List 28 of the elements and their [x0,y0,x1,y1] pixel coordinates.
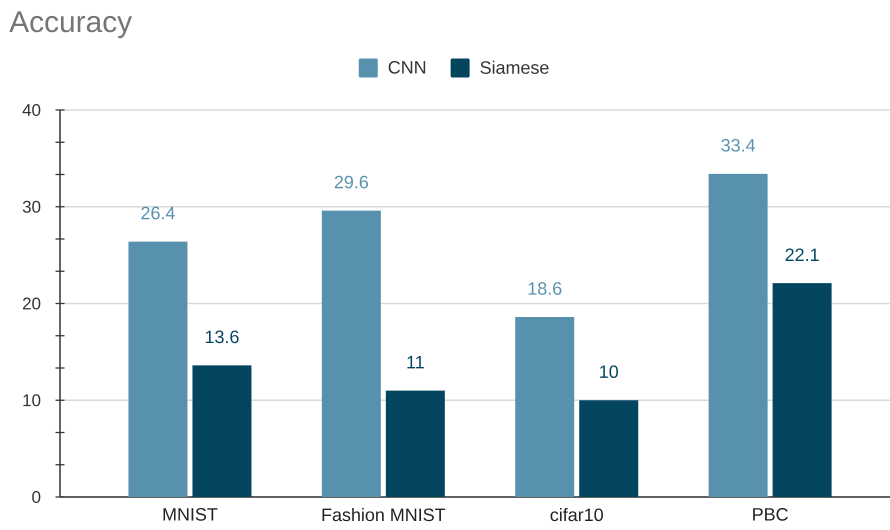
bar [386,390,445,497]
bar [192,365,252,497]
bar [515,317,574,497]
x-tick-label: MNIST [164,508,218,521]
y-tick-label: 0 [32,491,40,503]
y-tick-label: 10 [23,394,40,406]
data-label: 13.6 [206,330,239,344]
bar [579,400,638,497]
bar [772,283,832,497]
data-label: 18.6 [528,282,562,295]
data-label: 29.6 [334,176,368,188]
legend-label: Siamese [480,60,549,74]
bar [708,174,768,497]
bar [322,210,381,497]
legend-label: CNN [388,60,426,74]
bar [128,242,188,497]
data-label: 11 [407,356,424,368]
x-tick-label: Fashion MNIST [322,508,446,522]
x-tick-label: PBC [753,508,788,521]
data-label: 33.4 [721,138,756,152]
y-tick-label: 30 [22,200,40,213]
data-label: 26.4 [141,206,175,220]
y-tick-label: 20 [23,298,40,310]
data-label: 10 [600,365,618,378]
y-tick-label: 40 [22,104,40,116]
chart-title: Accuracy [9,11,132,38]
x-tick-label: cifar10 [550,508,603,522]
data-label: 22.1 [786,248,819,261]
